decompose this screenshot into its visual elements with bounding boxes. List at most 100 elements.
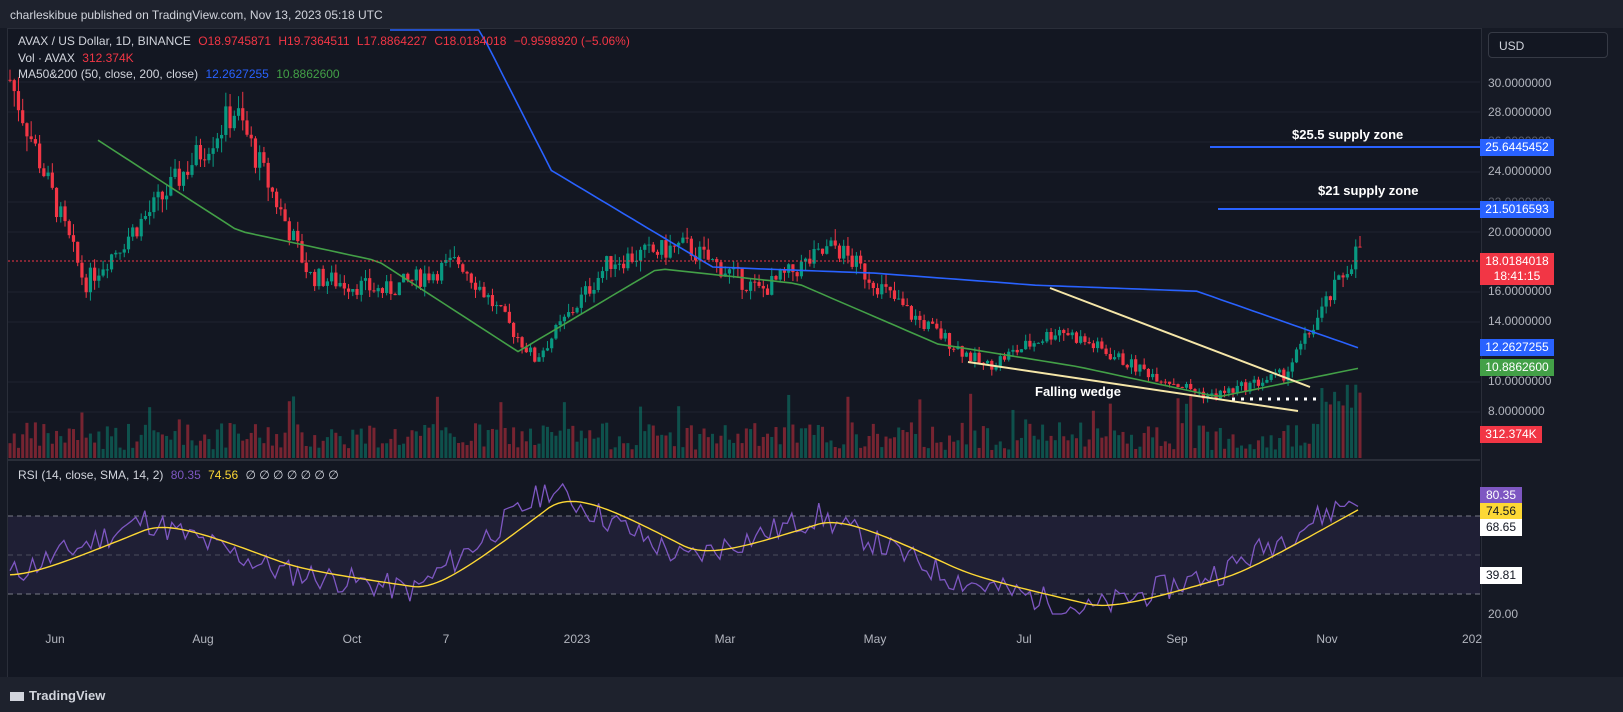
volume-bar xyxy=(313,435,317,458)
candle-body xyxy=(643,244,647,250)
candle-body xyxy=(537,357,541,362)
x-tick: 7 xyxy=(442,632,450,646)
volume-bar xyxy=(727,439,731,458)
volume-bar xyxy=(253,424,257,458)
volume-bar xyxy=(1117,435,1121,458)
candle-body xyxy=(486,295,490,298)
volume-bar xyxy=(1290,446,1294,458)
candle-body xyxy=(334,272,338,287)
candle-body xyxy=(765,288,770,295)
candle-body xyxy=(456,257,461,265)
candle-body xyxy=(554,325,558,339)
candle-body xyxy=(1180,386,1184,388)
volume-bar xyxy=(203,434,207,458)
rsi-lower-tag: 39.81 xyxy=(1480,567,1522,584)
candle-body xyxy=(1138,364,1142,372)
rsi-upper-tag: 68.65 xyxy=(1480,519,1522,536)
volume-bar xyxy=(1121,431,1125,458)
candle-body xyxy=(1112,357,1117,360)
candle-body xyxy=(545,348,550,351)
candle-body xyxy=(359,280,363,295)
chart-panel[interactable] xyxy=(7,28,1482,678)
candle-body xyxy=(368,278,372,291)
volume-bar xyxy=(655,435,659,458)
candle-body xyxy=(1176,384,1180,387)
rsi-line xyxy=(9,482,1359,615)
volume-bar xyxy=(347,448,351,458)
candle-body xyxy=(778,270,782,280)
candle-body xyxy=(512,322,516,338)
candle-body xyxy=(279,207,283,210)
x-tick: Sep xyxy=(1166,632,1188,646)
candle-body xyxy=(169,176,173,196)
candle-body xyxy=(88,267,93,293)
candle-body xyxy=(744,289,748,291)
candle-body xyxy=(1155,373,1159,382)
candle-body xyxy=(571,312,575,314)
volume-bar xyxy=(338,436,342,458)
volume-bar xyxy=(211,449,215,458)
y-tick: 30.0000000 xyxy=(1488,76,1552,90)
candle-body xyxy=(482,286,486,298)
volume-bar xyxy=(846,396,850,458)
volume-bar xyxy=(1295,425,1299,458)
rsi-legend[interactable]: RSI (14, close, SMA, 14, 2) 80.35 74.56 … xyxy=(18,468,343,482)
volume-bar xyxy=(825,442,829,458)
candle-body xyxy=(372,290,376,292)
candle-body xyxy=(567,312,571,317)
volume-bar xyxy=(503,427,507,458)
volume-bar xyxy=(97,431,101,458)
volume-legend[interactable]: Vol · AVAX 312.374K xyxy=(18,51,138,65)
volume-bar xyxy=(1151,437,1155,458)
candle-body xyxy=(418,269,423,287)
candle-body xyxy=(1358,246,1362,248)
candle-body xyxy=(173,168,177,177)
ma200-value: 10.8862600 xyxy=(276,67,340,81)
candle-body xyxy=(520,337,524,348)
volume-bar xyxy=(237,433,241,458)
currency-button[interactable]: USD xyxy=(1488,32,1608,58)
candle-body xyxy=(194,145,198,166)
candle-body xyxy=(414,269,418,281)
volume-bar xyxy=(562,402,566,458)
volume-bar xyxy=(567,428,571,458)
volume-bar xyxy=(232,424,236,458)
volume-bar xyxy=(389,438,393,458)
volume-bar xyxy=(160,434,164,458)
volume-bar xyxy=(465,445,469,458)
volume-bar xyxy=(1180,423,1184,458)
volume-bar xyxy=(59,436,63,458)
ohlc-legend[interactable]: AVAX / US Dollar, 1D, BINANCE O18.974587… xyxy=(18,34,634,48)
grid-lines xyxy=(8,81,1480,413)
candle-body xyxy=(681,237,685,243)
candle-body xyxy=(592,289,596,294)
volume-bar xyxy=(867,436,871,458)
volume-bar xyxy=(1091,410,1095,458)
volume-bar xyxy=(888,438,892,458)
candle-body xyxy=(1256,379,1261,386)
candle-body xyxy=(1286,371,1290,381)
candle-body xyxy=(812,249,816,264)
candle-body xyxy=(1032,343,1036,347)
volume-bar xyxy=(795,442,799,458)
candle-body xyxy=(846,245,850,256)
volume-bar xyxy=(829,440,833,458)
volume-bar xyxy=(435,396,439,458)
ma-legend[interactable]: MA50&200 (50, close, 200, close) 12.2627… xyxy=(18,67,344,81)
volume-bar xyxy=(1011,409,1015,458)
volume-bar xyxy=(139,434,143,458)
volume-bar xyxy=(304,445,308,458)
ma50-tag: 10.8862600 xyxy=(1480,359,1554,376)
volume-bar xyxy=(744,428,748,458)
ma50-value: 12.2627255 xyxy=(205,67,269,81)
candle-body xyxy=(1172,383,1176,385)
candle-body xyxy=(977,352,981,363)
candle-body xyxy=(905,304,909,307)
candle-body xyxy=(363,278,368,281)
volume-bar xyxy=(1227,438,1231,458)
candle-body xyxy=(1096,341,1100,349)
candle-body xyxy=(346,288,351,292)
volume-bar xyxy=(740,443,744,458)
volume-bar xyxy=(698,433,702,458)
